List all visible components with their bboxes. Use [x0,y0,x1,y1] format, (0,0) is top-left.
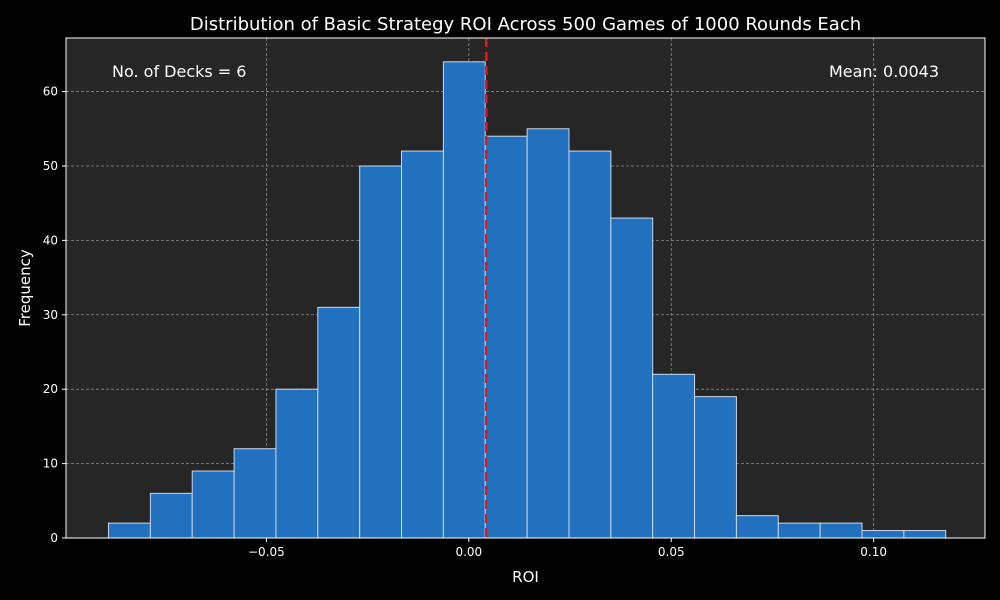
histogram-bar [652,373,696,539]
x-tick-label: 0.00 [455,545,482,559]
x-axis-label: ROI [512,568,539,586]
histogram-bar [526,128,570,539]
y-tick-label: 50 [43,159,58,173]
histogram-bar [401,150,444,539]
histogram-bar [903,530,947,539]
axes-frame [65,37,986,539]
histogram-bar [359,165,403,539]
histogram-bar [149,492,193,539]
histogram-bar [861,530,905,539]
histogram-bar [777,522,821,539]
x-tick-label: 0.05 [658,545,685,559]
x-tick-label: −0.05 [248,545,285,559]
axes [62,37,986,542]
y-tick-label: 20 [43,382,58,396]
histogram-bar [484,135,528,539]
y-tick-label: 60 [43,85,58,99]
histogram-bar [191,470,235,539]
histogram-bar [568,150,612,539]
y-tick-label: 30 [43,308,58,322]
histogram-bar [108,522,151,539]
y-tick-label: 0 [50,531,58,545]
y-tick-label: 40 [43,233,58,247]
histogram-bar [819,522,863,539]
tick-labels: −0.05 0.00 0.05 0.10 0 10 20 30 40 50 60 [43,85,887,559]
histogram-bars [108,61,947,539]
histogram-bar [610,217,654,539]
x-tick-label: 0.10 [860,545,887,559]
histogram-bar [233,448,277,539]
histogram-bar [694,396,737,539]
histogram-bar [317,306,361,539]
chart-title: Distribution of Basic Strategy ROI Acros… [190,14,861,35]
y-axis-label: Frequency [16,249,34,327]
decks-annotation: No. of Decks = 6 [112,62,246,81]
y-tick-label: 10 [43,457,58,471]
mean-annotation: Mean: 0.0043 [829,62,939,81]
histogram-bar [735,515,779,539]
histogram-bar [442,61,486,539]
histogram-bar [275,388,319,539]
